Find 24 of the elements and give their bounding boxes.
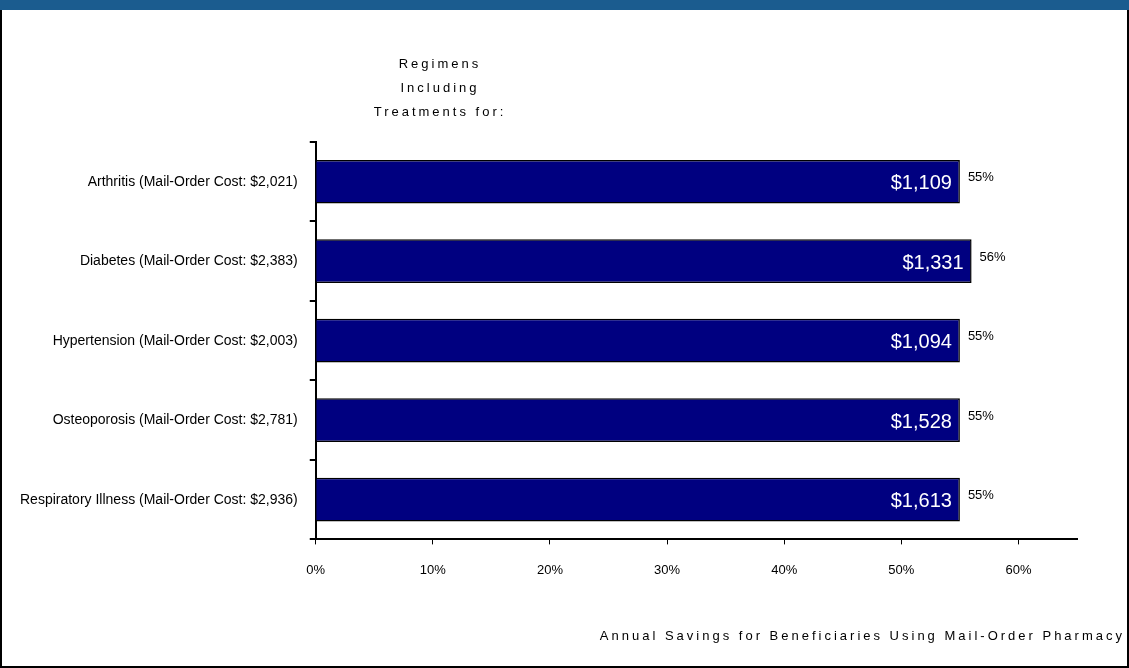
data-label: 56% — [979, 248, 1007, 264]
x-tick-label: 20% — [536, 561, 564, 577]
x-tick-label: 0% — [306, 561, 326, 577]
y-tick-label: Diabetes (Mail-Order Cost: $2,383) — [79, 252, 298, 269]
y-tick-label: Respiratory Illness (Mail-Order Cost: $2,936) — [19, 490, 298, 507]
x-tick-label: 60% — [1005, 561, 1032, 577]
data-label: 55% — [967, 328, 995, 344]
x-axis-title: Annual Savings for Beneficiaries Using Mail-Order Pharmacy — [598, 628, 1125, 643]
x-tick-label: 10% — [419, 561, 447, 577]
annotation: $1,094 — [890, 330, 952, 353]
annotation: $1,109 — [890, 171, 952, 194]
annotation: $1,613 — [890, 489, 952, 512]
annotation: $1,331 — [902, 250, 964, 273]
y-tick-label: Osteoporosis (Mail-Order Cost: $2,781) — [52, 411, 298, 428]
data-label: 55% — [967, 169, 995, 185]
x-tick-label: 40% — [771, 561, 798, 577]
x-tick-label: 30% — [654, 561, 681, 577]
data-label: 55% — [967, 407, 995, 423]
y-axis-title: Regimens Including Treatments for: — [372, 55, 508, 121]
x-tick-label: 50% — [888, 561, 915, 577]
y-tick-label: Arthritis (Mail-Order Cost: $2,021) — [87, 172, 298, 189]
annotation: $1,528 — [890, 409, 952, 432]
data-label: 55% — [967, 487, 995, 503]
y-tick-label: Hypertension (Mail-Order Cost: $2,003) — [52, 331, 298, 348]
